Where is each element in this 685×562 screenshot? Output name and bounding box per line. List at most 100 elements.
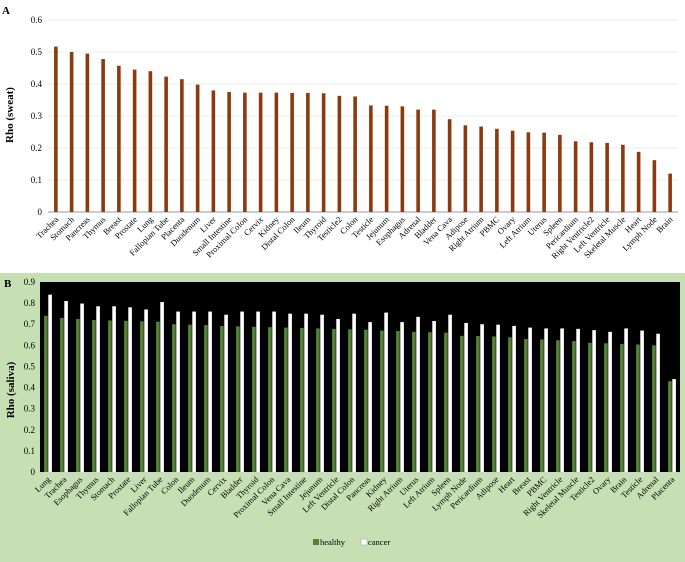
bar-cancer [320, 314, 324, 472]
bar-sweat [85, 53, 90, 212]
bar-healthy [636, 344, 640, 472]
bar-healthy [204, 325, 208, 472]
bar-cancer [512, 325, 516, 472]
bar-sweat [180, 79, 184, 212]
bar-healthy [268, 327, 272, 472]
bar-sweat [447, 119, 452, 212]
y-tick-label-a: 0 [38, 207, 43, 217]
bar-cancer [480, 324, 484, 472]
bar-healthy [140, 321, 144, 472]
y-tick-label-a: 0.2 [31, 143, 42, 153]
sweat-chart: A Rho (sweat) 00.10.20.30.40.50.6 Trache… [2, 5, 678, 261]
bar-cancer [624, 328, 628, 472]
legend: healthy cancer [313, 537, 390, 547]
saliva-panel: B Rho (saliva) 0 0.1 0.2 0.3 0.4 0.5 0.6 0.7 0.8… [0, 273, 685, 562]
bar-healthy [300, 328, 304, 472]
bar-healthy [668, 381, 672, 472]
bar-cancer [368, 322, 372, 472]
bar-cancer [240, 311, 244, 472]
bar-healthy [364, 329, 368, 472]
y-tick-label-b: 0.4 [24, 383, 36, 393]
bar-healthy [524, 339, 528, 472]
bar-sweat [306, 92, 310, 212]
bar-sweat [384, 105, 389, 212]
bar-sweat [211, 90, 216, 212]
y-tick-label-a: 0.1 [31, 175, 42, 185]
bar-sweat [258, 92, 263, 212]
bar-cancer [304, 313, 308, 472]
bar-healthy [556, 340, 560, 472]
bar-sweat [353, 96, 357, 212]
bar-sweat [558, 134, 562, 212]
bar-sweat [101, 59, 105, 212]
bar-sweat [337, 95, 342, 212]
bar-cancer [64, 301, 68, 472]
bar-cancer [656, 333, 660, 472]
x-tick-label-a: Brain [654, 214, 675, 235]
bar-sweat [573, 141, 578, 212]
bar-cancer [96, 306, 100, 472]
bar-cancer [128, 307, 132, 472]
bar-healthy [492, 336, 496, 472]
bar-cancer [224, 314, 228, 472]
bar-sweat [400, 106, 405, 212]
bar-sweat [432, 109, 436, 212]
bar-cancer [640, 330, 644, 472]
bar-healthy [92, 320, 96, 472]
bar-cancer [432, 321, 436, 472]
legend-label-healthy: healthy [320, 537, 346, 547]
bar-healthy [284, 327, 288, 472]
bar-cancer [416, 316, 420, 472]
bar-healthy [620, 344, 624, 472]
bar-healthy [396, 330, 400, 472]
bar-sweat [369, 105, 373, 212]
bar-sweat [290, 92, 294, 212]
bar-cancer [448, 314, 452, 472]
bar-cancer [144, 309, 148, 472]
y-tick-label-a: 0.3 [31, 111, 43, 121]
bar-healthy [188, 324, 192, 472]
bar-healthy [508, 337, 512, 472]
bar-cancer [672, 379, 676, 472]
bar-cancer [400, 322, 404, 472]
bar-sweat [621, 144, 625, 212]
y-tick-label-b: 0.7 [24, 319, 36, 329]
bar-sweat [463, 125, 468, 212]
bar-sweat [321, 93, 326, 212]
bar-cancer [496, 324, 500, 472]
bar-healthy [156, 321, 160, 472]
bar-sweat [636, 151, 641, 212]
bar-healthy [220, 325, 224, 472]
saliva-chart: B Rho (saliva) 0 0.1 0.2 0.3 0.4 0.5 0.6 0.7 0.8… [4, 277, 680, 547]
bar-healthy [44, 315, 48, 472]
bar-sweat [652, 160, 657, 212]
bar-healthy [380, 330, 384, 472]
bar-sweat [274, 92, 279, 212]
bar-sweat [164, 76, 168, 212]
y-tick-label-a: 0.6 [31, 15, 43, 25]
bar-cancer [48, 294, 52, 472]
bar-sweat [69, 52, 74, 212]
bar-sweat [542, 132, 546, 212]
plot-area-b [40, 282, 680, 472]
bar-healthy [604, 343, 608, 472]
bar-sweat [605, 142, 609, 212]
y-axis-label-b: Rho (saliva) [5, 361, 17, 418]
bar-cancer [608, 331, 612, 472]
bar-sweat [495, 128, 499, 212]
y-tick-label-a: 0.5 [31, 47, 43, 57]
bar-healthy [476, 336, 480, 472]
bar-sweat [668, 173, 672, 212]
y-tick-label-b: 0.3 [24, 404, 36, 414]
bar-sweat [243, 92, 247, 212]
bar-healthy [332, 328, 336, 472]
bar-cancer [192, 311, 196, 472]
y-tick-label-a: 0.4 [31, 79, 43, 89]
bar-cancer [288, 313, 292, 472]
bar-sweat [227, 92, 231, 212]
bar-sweat [416, 109, 420, 212]
legend-swatch-healthy [313, 539, 319, 545]
bar-healthy [60, 317, 64, 472]
bar-cancer [208, 311, 212, 472]
bar-healthy [444, 332, 448, 472]
